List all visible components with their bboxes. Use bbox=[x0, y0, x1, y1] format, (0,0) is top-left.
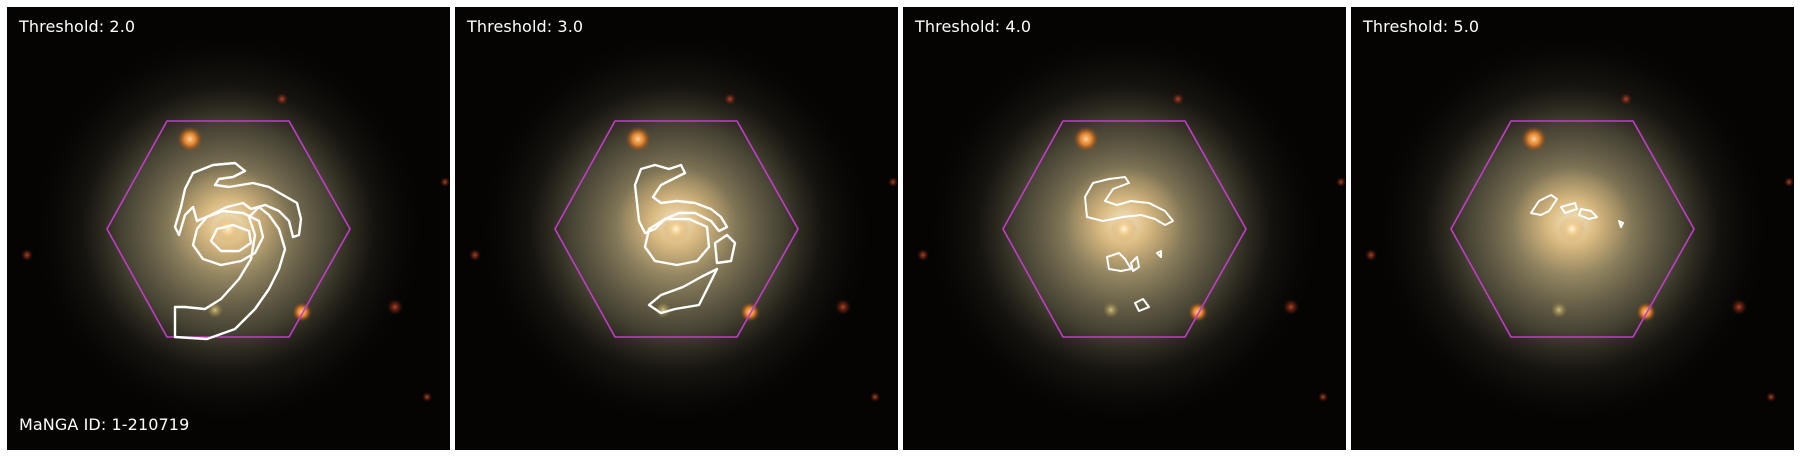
contour-inner-hole bbox=[209, 223, 253, 253]
contour-group bbox=[1084, 176, 1174, 312]
galaxy-image bbox=[903, 7, 1346, 450]
contour-right-blob bbox=[713, 233, 737, 265]
contour-upper-arm bbox=[1084, 176, 1174, 226]
contour-dot bbox=[1618, 220, 1624, 228]
contour-small-2 bbox=[1130, 256, 1140, 272]
galaxy-image bbox=[455, 7, 898, 450]
threshold-label: Threshold: 4.0 bbox=[915, 17, 1032, 36]
contour-group bbox=[1530, 194, 1624, 228]
panel-threshold-2: Threshold: 2.0 MaNGA ID: 1-210719 bbox=[7, 7, 450, 450]
contour-upper-arm bbox=[173, 161, 303, 239]
contour-dot bbox=[1156, 250, 1162, 258]
contour-group bbox=[173, 161, 303, 341]
contour-outer-arm bbox=[173, 205, 287, 341]
contour-small-1 bbox=[1106, 252, 1132, 272]
threshold-label: Threshold: 2.0 bbox=[19, 17, 136, 36]
panel-threshold-4: Threshold: 4.0 bbox=[903, 7, 1346, 450]
galaxy-image bbox=[1351, 7, 1794, 450]
contour-lower-arm bbox=[647, 267, 719, 315]
contour-inner-ring bbox=[643, 217, 711, 267]
threshold-label: Threshold: 3.0 bbox=[467, 17, 584, 36]
contour-small-left bbox=[1530, 194, 1558, 216]
contour-group bbox=[633, 163, 737, 315]
contour-inner-ring bbox=[191, 209, 265, 267]
contour-small-3 bbox=[1134, 298, 1150, 312]
panel-threshold-3: Threshold: 3.0 bbox=[455, 7, 898, 450]
galaxy-id-label: MaNGA ID: 1-210719 bbox=[19, 415, 190, 434]
contour-small-mid bbox=[1560, 202, 1578, 214]
threshold-label: Threshold: 5.0 bbox=[1363, 17, 1480, 36]
galaxy-image bbox=[7, 7, 450, 450]
contour-small-right bbox=[1578, 208, 1598, 220]
panel-threshold-5: Threshold: 5.0 bbox=[1351, 7, 1794, 450]
